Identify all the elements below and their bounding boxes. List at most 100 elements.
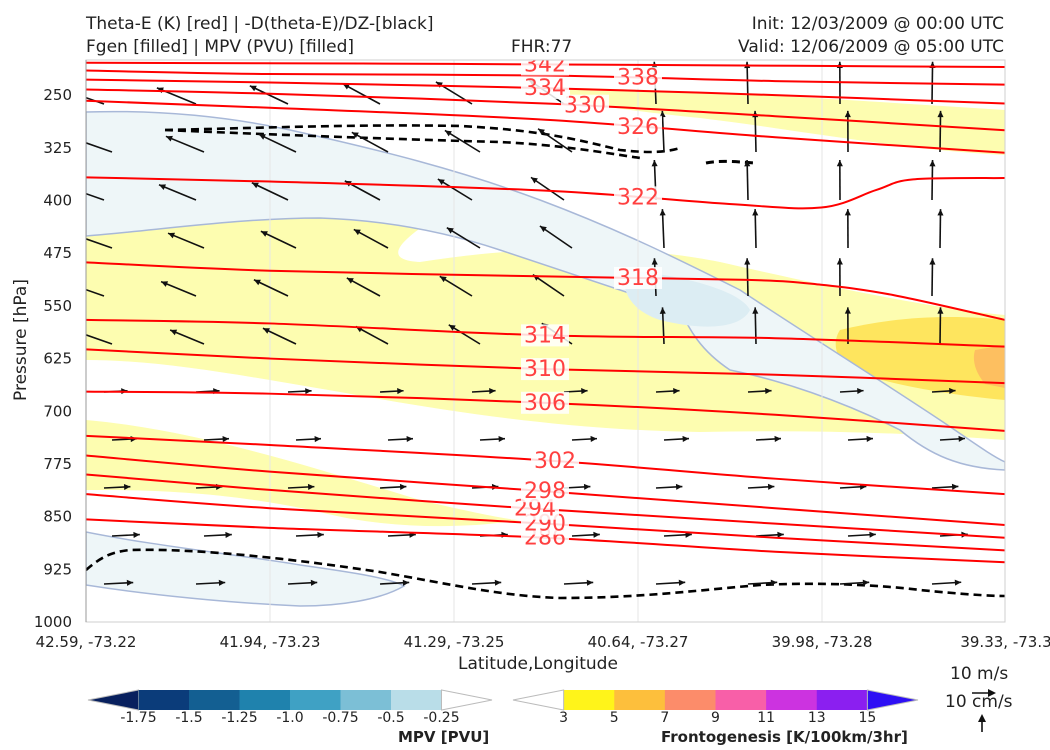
theta-e-label-bg — [521, 77, 569, 100]
wind-vector-head — [260, 231, 268, 237]
vector-key — [972, 689, 996, 732]
wind-vector-head — [651, 160, 658, 167]
title-line-2: Fgen [filled] | MPV (PVU) [filled] — [86, 37, 355, 57]
wind-vector — [158, 184, 197, 201]
wind-vector — [530, 176, 565, 201]
mpv-colorbar: -1.75 -1.5 -1.25 -1.0 -0.75 -0.5 -0.25 — [87, 689, 493, 726]
wind-vector — [437, 178, 473, 201]
wind-vector — [86, 192, 105, 201]
theta-e-contour-322 — [86, 176, 1005, 210]
wind-vector-head — [126, 579, 134, 586]
title-line-1: Theta-E (K) [red] | -D(theta-E)/DZ-[blac… — [86, 14, 434, 34]
wind-vector — [661, 209, 665, 249]
wind-vector-head — [353, 229, 361, 236]
wind-vector-head — [406, 435, 413, 443]
wind-vector-head — [857, 387, 864, 395]
theta-e-label-338: 338 — [617, 66, 659, 91]
wind-vector-head — [251, 182, 259, 189]
fgen-colorbar-tick: 15 — [858, 710, 876, 726]
wind-vector — [746, 61, 749, 105]
wind-vector-head — [77, 331, 84, 337]
wind-vector — [539, 225, 573, 249]
theta-e-label-bg — [521, 324, 569, 347]
mpv-fill-upper — [86, 110, 1005, 471]
fgen-colorbar-end — [512, 689, 565, 711]
theta-e-label-bg — [614, 186, 662, 209]
wind-vector-head — [218, 579, 226, 586]
fgen-colorbar-tick: 11 — [757, 710, 775, 726]
mpv-colorbar-segment — [340, 690, 392, 710]
mpv-colorbar-tick: -1.75 — [120, 710, 156, 726]
wind-vector-head — [929, 159, 936, 167]
wind-vector — [258, 133, 297, 153]
y-tick-label: 250 — [43, 86, 72, 104]
vector-key-vertical: 10 cm/s — [945, 692, 1013, 712]
wind-vector-head — [673, 387, 680, 395]
y-tick-label: 625 — [43, 350, 72, 368]
forecast-hour: FHR:77 — [511, 37, 573, 57]
wind-vector-head — [399, 483, 407, 490]
mpv-colorbar-segment — [391, 690, 442, 710]
x-tick-label: 40.64, -73.27 — [588, 633, 689, 651]
mpv-colorbar-tick: -0.75 — [322, 710, 358, 726]
theta-e-label-306: 306 — [524, 391, 566, 416]
wind-vector-head — [346, 277, 354, 284]
wind-vector-head — [314, 435, 321, 443]
wind-vector-head — [317, 531, 324, 538]
wind-vector — [537, 128, 573, 153]
wind-vector-head — [307, 483, 315, 490]
y-tick-label: 925 — [43, 560, 72, 578]
wind-vector-head — [752, 209, 759, 216]
wind-vector-head — [937, 110, 944, 118]
wind-vector — [939, 110, 942, 153]
theta-e-label-298: 298 — [524, 479, 566, 504]
fgen-fill-7 — [973, 345, 1005, 388]
wind-vector-head — [402, 579, 410, 586]
fgen-colorbar-segment — [664, 690, 716, 710]
wind-vector-head — [844, 209, 851, 216]
stability-contour-upper — [164, 124, 681, 154]
fgen-colorbar: 3 5 7 9 11 13 15 — [512, 689, 919, 726]
wind-vector-head — [929, 258, 936, 265]
wind-vector — [167, 232, 205, 249]
wind-vector-head — [869, 531, 876, 538]
theta-e-label-310: 310 — [524, 357, 566, 382]
theta-e-label-bg — [561, 94, 609, 117]
wind-vector-head — [161, 281, 169, 287]
wind-vector-head — [133, 531, 140, 538]
theta-e-label-bg — [614, 266, 662, 289]
wind-vector — [351, 131, 389, 153]
wind-vector-head — [586, 579, 594, 586]
y-tick-label: 775 — [43, 455, 72, 473]
fgen-colorbar-tick: 13 — [808, 710, 826, 726]
mpv-colorbar-segment — [138, 690, 190, 710]
wind-vector-head — [170, 329, 178, 336]
wind-vector-head — [73, 138, 80, 144]
wind-vector-head — [539, 226, 547, 233]
wind-vector-head — [253, 279, 261, 286]
wind-vector-head — [659, 110, 666, 118]
theta-e-label-342: 342 — [524, 52, 566, 77]
wind-vector-head — [958, 435, 965, 442]
fgen-colorbar-tick: 5 — [610, 710, 619, 726]
theta-e-contour-338 — [86, 69, 1005, 86]
vector-key-arrow-vertical-head — [978, 714, 986, 722]
mpv-colorbar-tick: -0.25 — [423, 710, 459, 726]
stability-contour-lower — [86, 548, 1005, 600]
fgen-colorbar-segment — [866, 689, 919, 711]
wind-vector — [86, 142, 113, 153]
x-tick-label: 39.98, -73.28 — [772, 633, 873, 651]
theta-e-contour-326 — [86, 99, 1005, 154]
wind-vector-head — [437, 179, 445, 185]
wind-vector-head — [249, 85, 257, 92]
theta-e-label-302: 302 — [534, 449, 576, 474]
y-tick-label: 550 — [43, 297, 72, 315]
y-tick-label: 400 — [43, 192, 72, 210]
wind-vector-head — [844, 307, 851, 314]
fgen-fill-5 — [835, 317, 1005, 400]
fgen-colorbar-segment — [563, 690, 615, 710]
wind-vector — [444, 129, 481, 153]
